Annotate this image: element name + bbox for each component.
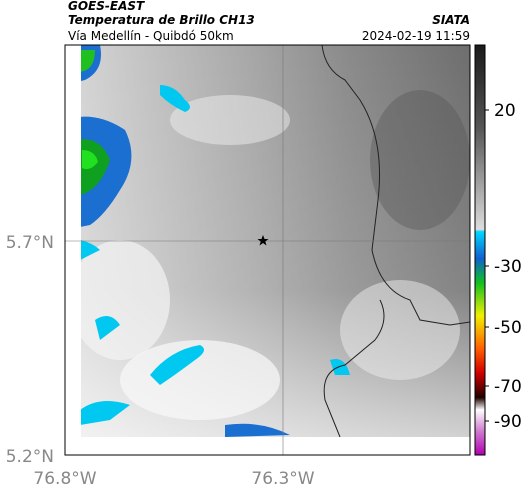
lat-label: 5.2°N bbox=[6, 447, 54, 467]
colorbar-tick-label: -90 bbox=[494, 412, 522, 432]
source: SIATA bbox=[432, 13, 470, 27]
colorbar bbox=[474, 44, 486, 456]
map-image bbox=[65, 45, 470, 455]
route: Vía Medellín - Quibdó 50km bbox=[68, 29, 234, 43]
lon-label: 76.3°W bbox=[251, 469, 314, 489]
datetime: 2024-02-19 11:59 bbox=[362, 29, 470, 43]
lon-label: 76.8°W bbox=[33, 469, 96, 489]
product: Temperatura de Brillo CH13 bbox=[68, 13, 255, 27]
colorbar-tick-label: -50 bbox=[494, 318, 522, 338]
colorbar-ticks: 20 -30 -50 -70 -90 bbox=[485, 101, 522, 432]
map-frame bbox=[64, 44, 471, 456]
colorbar-tick-label: 20 bbox=[494, 101, 516, 121]
colorbar-tick-label: -30 bbox=[494, 257, 522, 277]
colorbar-tick-label: -70 bbox=[494, 377, 522, 397]
satellite: GOES-EAST bbox=[68, 0, 145, 13]
lat-label: 5.7°N bbox=[6, 233, 54, 253]
